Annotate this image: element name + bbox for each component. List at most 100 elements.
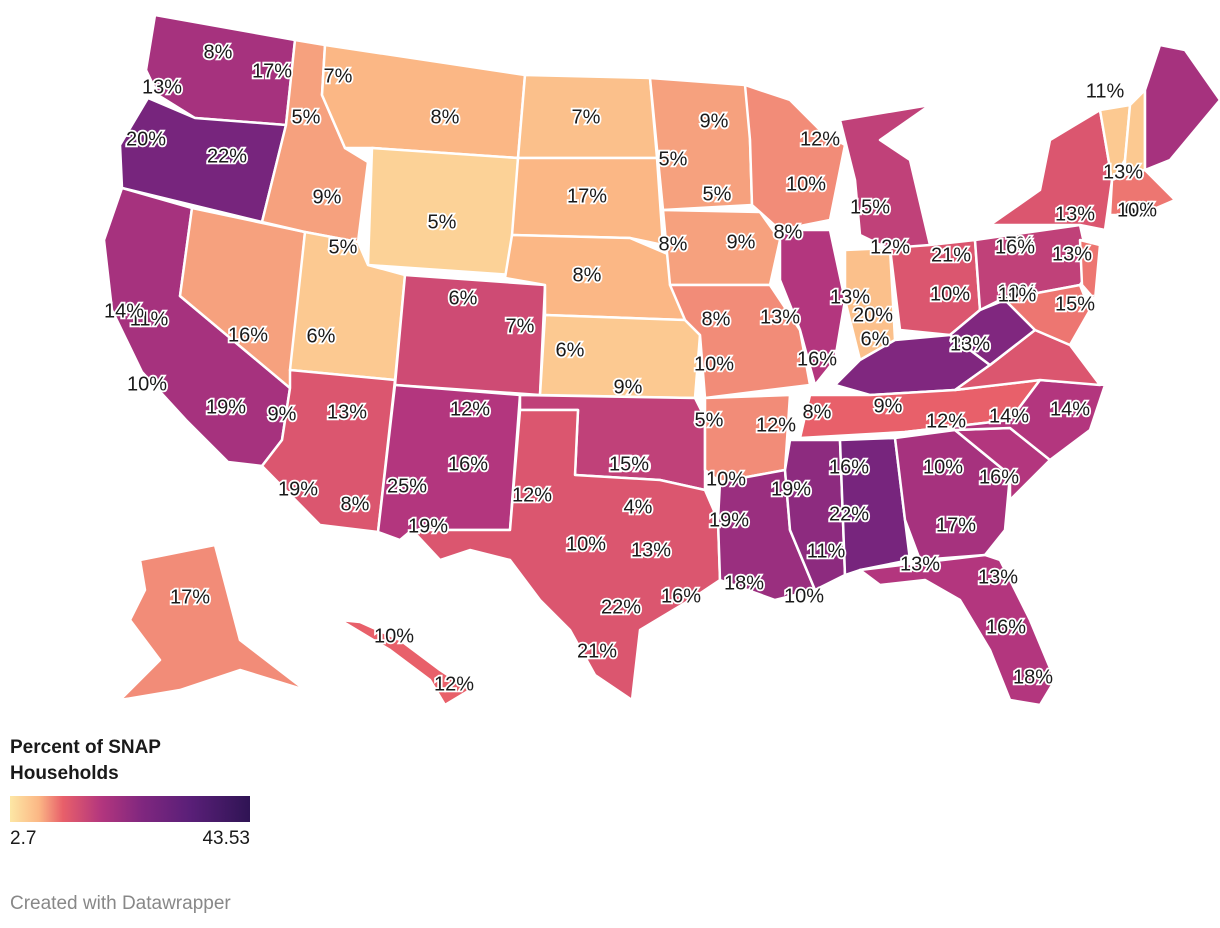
map-value-label: 15% — [850, 196, 890, 218]
map-value-label: 20% — [950, 333, 990, 355]
map-value-label: 10% — [374, 625, 414, 647]
region-ia[interactable] — [661, 208, 782, 287]
map-value-label: 6% — [449, 287, 478, 309]
map-value-label: 13% — [760, 306, 800, 328]
region-ma[interactable] — [1108, 168, 1177, 217]
map-value-label: 16% — [829, 456, 869, 478]
map-value-label: 5% — [292, 106, 321, 128]
map-value-label: 5% — [329, 236, 358, 258]
map-value-label: 18% — [724, 572, 764, 594]
map-value-label: 8% — [702, 308, 731, 330]
legend-title: Percent of SNAP Households — [10, 737, 161, 784]
legend-color-scale — [10, 796, 250, 822]
map-value-label: 16% — [228, 324, 268, 346]
map-value-label: 13% — [1103, 161, 1143, 183]
map-value-label: 10% — [127, 373, 167, 395]
map-value-label: 6% — [861, 328, 890, 350]
map-value-label: 13% — [900, 553, 940, 575]
region-me[interactable] — [1143, 43, 1220, 172]
map-value-label: 19% — [278, 478, 318, 500]
region-md[interactable] — [998, 283, 1092, 347]
map-value-label: 22% — [207, 145, 247, 167]
map-value-label: 9% — [614, 376, 643, 398]
map-value-label: 15% — [609, 453, 649, 475]
region-wi[interactable] — [743, 83, 847, 232]
map-value-label: 17% — [567, 185, 607, 207]
map-value-label: 22% — [601, 596, 641, 618]
map-value-label: 10% — [694, 353, 734, 375]
map-value-label: 9% — [700, 110, 729, 132]
map-value-label: 13% — [978, 566, 1018, 588]
map-value-label: 7% — [1006, 233, 1035, 255]
region-mt[interactable] — [320, 43, 527, 160]
map-value-label: 5% — [703, 183, 732, 205]
map-value-label: 14% — [989, 405, 1029, 427]
map-value-label: 7% — [324, 65, 353, 87]
region-ak[interactable] — [118, 543, 307, 702]
map-value-label: 8% — [703, 183, 732, 205]
map-value-label: 8% — [341, 493, 370, 515]
map-labels: 8%17%13%20%22%7%5% 8% 7% 9%9%5%8%5%17%9%5%8… — [102, 40, 1159, 698]
map-value-label: 16% — [797, 348, 837, 370]
region-mi[interactable] — [838, 103, 932, 254]
map-value-label: 25% — [387, 475, 427, 497]
map-value-label: 10% — [566, 533, 606, 555]
map-value-label: 9% — [268, 403, 297, 425]
map-value-label: 11% — [130, 308, 169, 330]
map-value-label: 17% — [170, 586, 210, 608]
map-value-label: 11% — [1086, 80, 1125, 102]
region-fl[interactable] — [858, 553, 1057, 707]
map-value-label: 12% — [512, 484, 552, 506]
map-value-label: 13% — [327, 401, 367, 423]
map-value-label: 18% — [1013, 666, 1053, 688]
legend-min-label: 2.7 — [10, 828, 37, 849]
map-value-label: 19% — [771, 478, 811, 500]
map-value-label: 10% — [923, 456, 963, 478]
map-value-label: 9% — [874, 395, 903, 417]
map-value-label: 20% — [126, 128, 166, 150]
map-value-label: 8% — [803, 401, 832, 423]
map-value-label: 13% — [1052, 243, 1092, 265]
map-value-label: 21% — [577, 640, 617, 662]
region-il[interactable] — [778, 228, 847, 387]
map-value-label: 13% — [950, 333, 990, 355]
region-tx[interactable] — [410, 408, 722, 702]
map-value-label: 5% — [695, 409, 724, 431]
map-value-label: 12% — [870, 236, 910, 258]
map-value-label: 7% — [506, 315, 535, 337]
map-value-label: 17% — [252, 60, 292, 82]
map-value-label: 10% — [930, 283, 970, 305]
region-hi[interactable] — [338, 618, 472, 707]
legend-max-label: 43.53 — [202, 828, 250, 849]
map-value-label: 17% — [936, 514, 976, 536]
map-value-label: 13% — [1055, 203, 1095, 225]
map-value-label: 20% — [853, 304, 893, 326]
map-value-label: 15% — [1055, 293, 1095, 315]
region-nc[interactable] — [903, 378, 1107, 462]
map-value-label: 5% — [428, 211, 457, 233]
map-value-label: 6% — [307, 325, 336, 347]
map-value-label: 11% — [998, 284, 1037, 306]
map-value-label: 8% — [573, 264, 602, 286]
map-value-label: 4% — [624, 496, 653, 518]
map-value-label: 9% — [727, 231, 756, 253]
map-value-label: 8% — [204, 41, 233, 63]
map-value-label: 16% — [448, 453, 488, 475]
state-shapes — [102, 13, 1220, 707]
map-value-label: 13% — [142, 76, 182, 98]
map-value-label: 7% — [572, 106, 601, 128]
map-value-label: 12% — [756, 414, 796, 436]
map-value-label: 9% — [700, 110, 729, 132]
region-sd[interactable] — [510, 156, 665, 247]
map-value-label: 13% — [830, 286, 870, 308]
map-value-label: 15% — [610, 453, 650, 475]
region-nj[interactable] — [1078, 238, 1102, 302]
map-value-label: 12% — [434, 673, 474, 695]
map-value-label: 21% — [931, 244, 971, 266]
map-value-label: 8% — [659, 233, 688, 255]
map-value-label: 16% — [995, 236, 1035, 258]
map-value-label: 10% — [706, 468, 746, 490]
region-ks[interactable] — [538, 313, 702, 400]
map-value-label: 13% — [631, 539, 671, 561]
region-mo[interactable] — [668, 283, 812, 400]
